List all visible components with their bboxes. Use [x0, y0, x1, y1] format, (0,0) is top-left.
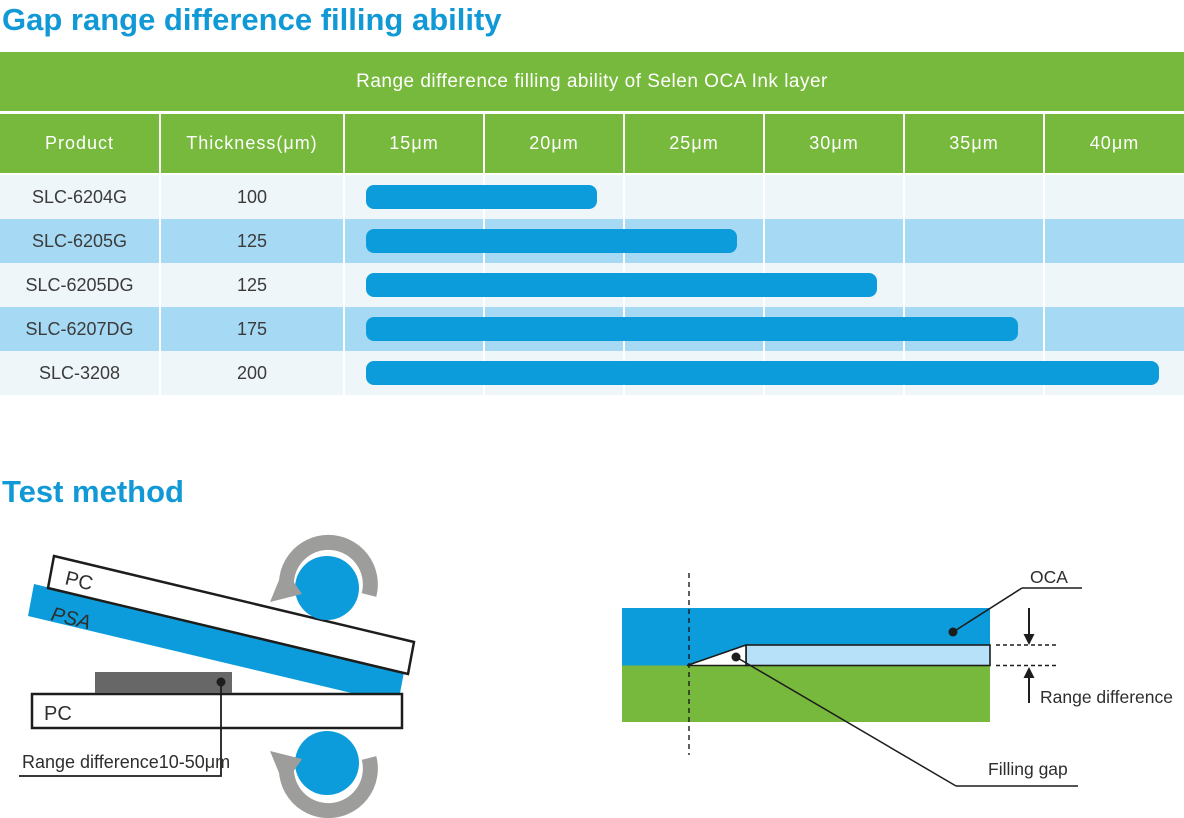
pc-top-layer: [46, 554, 416, 676]
column-header-2: Thickness(μm): [159, 114, 343, 173]
gap-column-cell: [1043, 175, 1184, 219]
filling-range-bar: [366, 273, 877, 297]
gap-column-cell: [343, 351, 483, 395]
gap-column-cell: [623, 175, 763, 219]
range-difference-label: Range difference: [1040, 687, 1173, 707]
gap-column-cell: [343, 219, 483, 263]
down-arrow-icon: [1023, 634, 1035, 645]
bottom-roller: [295, 731, 359, 795]
filling-gap-label: Filling gap: [988, 759, 1068, 779]
column-header-6: 30μm: [763, 114, 903, 173]
filling-ability-table: Range difference filling ability of Sele…: [0, 52, 1184, 395]
thickness-cell: 100: [159, 175, 343, 219]
thickness-cell: 125: [159, 219, 343, 263]
pc-bottom-label: PC: [44, 703, 72, 725]
gap-column-cell: [763, 175, 903, 219]
product-cell: SLC-6204G: [31, 186, 128, 207]
thickness-cell: 175: [159, 307, 343, 351]
table-row-SLC-6204G: SLC-6204G 100: [0, 175, 1184, 219]
column-header-4: 20μm: [483, 114, 623, 173]
table-row-SLC-6205G: SLC-6205G 125: [0, 219, 1184, 263]
section-title-test-method: Test method: [2, 474, 184, 509]
rotation-arrowhead-top-icon: [270, 568, 302, 602]
table-body: SLC-6204G 100 SLC-6205G 125 SLC-6205DG 125 SLC…: [0, 175, 1184, 395]
column-header-1: Product: [0, 114, 159, 173]
pc-bottom-layer: [30, 692, 404, 730]
column-header-7: 35μm: [903, 114, 1043, 173]
filling-range-bar: [366, 317, 1018, 341]
table-row-SLC-3208: SLC-3208 200: [0, 351, 1184, 395]
gap-column-cell: [903, 175, 1043, 219]
gap-column-cell: [763, 219, 903, 263]
filling-range-bar: [366, 361, 1159, 385]
gap-column-cell: [903, 219, 1043, 263]
filling-range-bar: [366, 185, 597, 209]
gap-column-cell: [343, 307, 483, 351]
filling-range-bar: [366, 229, 737, 253]
table-merged-header: Range difference filling ability of Sele…: [0, 52, 1184, 114]
oca-label: OCA: [1030, 567, 1068, 587]
oca-leader-line: [952, 587, 1023, 633]
thickness-cell: 200: [159, 351, 343, 395]
top-roller: [295, 556, 359, 620]
product-cell: SLC-6207DG: [25, 318, 134, 339]
up-arrow-icon: [1023, 667, 1035, 678]
table-row-SLC-6207DG: SLC-6207DG 175: [0, 307, 1184, 351]
product-cell: SLC-6205G: [31, 230, 128, 251]
range-difference-leader-line: [19, 682, 222, 777]
range-difference-label: Range difference10-50μm: [22, 752, 230, 772]
page-title: Gap range difference filling ability: [2, 2, 502, 37]
unfilled-gap-wedge: [686, 643, 747, 667]
test-method-lamination-diagram: PC PSA PC Range difference10-50μm: [19, 534, 416, 818]
column-header-8: 40μm: [1043, 114, 1184, 173]
filling-gap-leader-line: [735, 656, 957, 787]
table-header-row: Product Thickness(μm) 15μm 20μm 25μm 30μm 35μm…: [0, 114, 1184, 175]
gap-column-cell: [343, 263, 483, 307]
product-cell: SLC-3208: [38, 362, 121, 383]
filling-gap-cross-section-diagram: OCA Range difference Filling gap: [622, 567, 1173, 787]
substrate-layer: [622, 665, 990, 722]
column-header-3: 15μm: [343, 114, 483, 173]
product-cell: SLC-6205DG: [25, 274, 134, 295]
gap-column-cell: [1043, 307, 1184, 351]
gap-column-cell: [903, 263, 1043, 307]
rotation-arrowhead-bottom-icon: [270, 751, 302, 785]
gap-column-cell: [1043, 219, 1184, 263]
gap-column-cell: [1043, 263, 1184, 307]
leader-dot: [216, 677, 226, 687]
psa-layer: [28, 584, 404, 704]
gap-column-cell: [343, 175, 483, 219]
table-row-SLC-6205DG: SLC-6205DG 125: [0, 263, 1184, 307]
thickness-cell: 125: [159, 263, 343, 307]
ink-step-block: [95, 672, 232, 693]
filled-gap-strip: [745, 644, 991, 667]
column-header-5: 25μm: [623, 114, 763, 173]
